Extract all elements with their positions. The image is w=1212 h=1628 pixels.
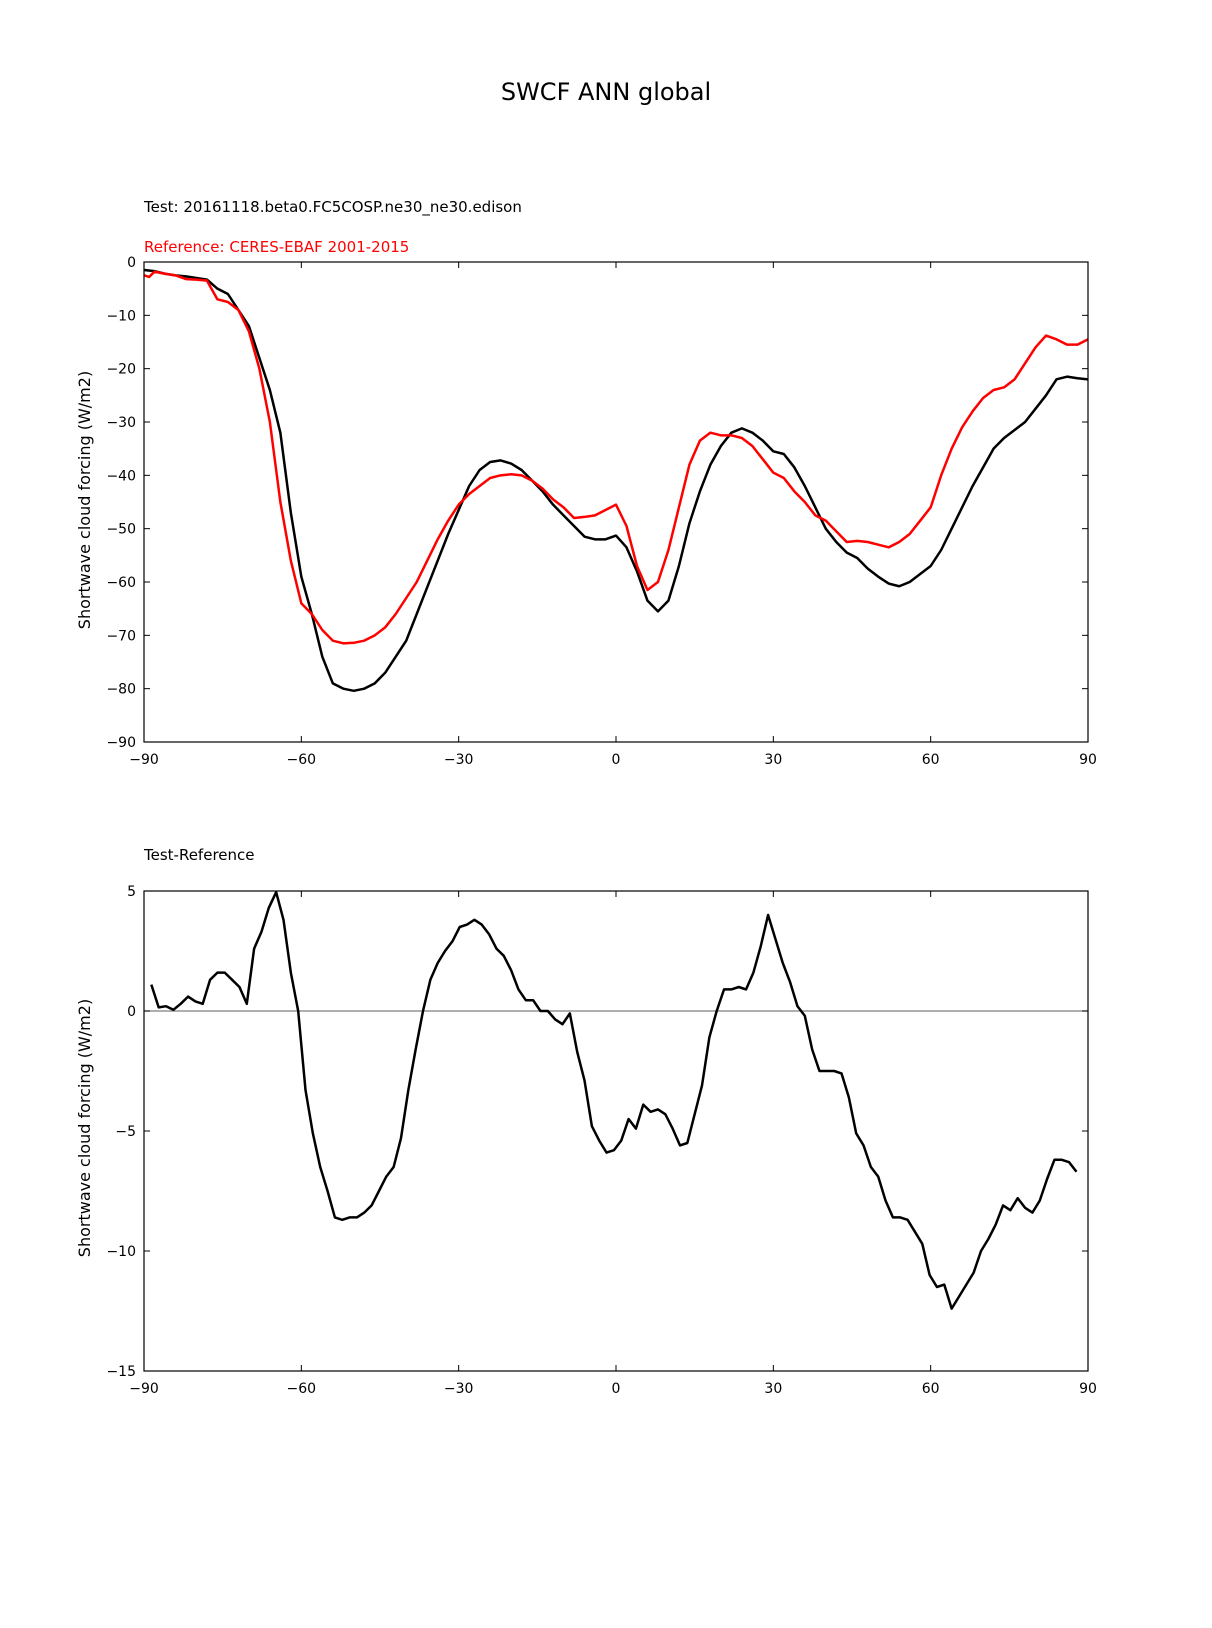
- y-tick-label: −40: [106, 468, 136, 484]
- reference-series-line: [143, 270, 1089, 645]
- x-tick-label: 90: [1079, 752, 1097, 768]
- y-tick-label: 5: [127, 884, 136, 900]
- top-y-axis-label: Shortwave cloud forcing (W/m2): [75, 371, 94, 629]
- y-tick-label: −5: [115, 1124, 136, 1140]
- y-tick-label: −30: [106, 415, 136, 431]
- y-tick-label: −80: [106, 682, 136, 698]
- x-tick-label: −30: [444, 1381, 474, 1397]
- x-tick-label: 60: [922, 752, 940, 768]
- top-panel: Test: 20161118.beta0.FC5COSP.ne30_ne30.e…: [75, 198, 1097, 768]
- y-tick-label: −70: [106, 628, 136, 644]
- x-tick-label: 30: [764, 1381, 782, 1397]
- y-tick-label: 0: [127, 255, 136, 271]
- difference-series-line: [150, 890, 1078, 1310]
- y-tick-label: −10: [106, 308, 136, 324]
- x-tick-label: −90: [129, 752, 159, 768]
- x-tick-label: 60: [922, 1381, 940, 1397]
- bottom-y-axis-label: Shortwave cloud forcing (W/m2): [75, 999, 94, 1257]
- y-tick-label: −50: [106, 522, 136, 538]
- y-tick-label: −90: [106, 735, 136, 751]
- y-tick-label: −10: [106, 1244, 136, 1260]
- plot-frame: [143, 890, 1089, 1372]
- x-tick-label: 0: [612, 1381, 621, 1397]
- test-series-line: [143, 268, 1089, 693]
- plot-frame: [143, 261, 1089, 743]
- reference-label: Reference: CERES-EBAF 2001-2015: [144, 238, 409, 256]
- bottom-panel: Test-Reference Shortwave cloud forcing (…: [75, 846, 1097, 1397]
- y-tick-label: 0: [127, 1004, 136, 1020]
- x-tick-label: 0: [612, 752, 621, 768]
- x-tick-label: 90: [1079, 1381, 1097, 1397]
- x-tick-label: −60: [287, 1381, 317, 1397]
- y-tick-label: −20: [106, 362, 136, 378]
- test-label: Test: 20161118.beta0.FC5COSP.ne30_ne30.e…: [143, 198, 522, 217]
- difference-label: Test-Reference: [143, 846, 255, 864]
- x-tick-label: −90: [129, 1381, 159, 1397]
- y-tick-label: −15: [106, 1364, 136, 1380]
- x-tick-label: −30: [444, 752, 474, 768]
- y-tick-label: −60: [106, 575, 136, 591]
- x-tick-label: 30: [764, 752, 782, 768]
- x-tick-label: −60: [287, 752, 317, 768]
- figure-title: SWCF ANN global: [501, 78, 711, 106]
